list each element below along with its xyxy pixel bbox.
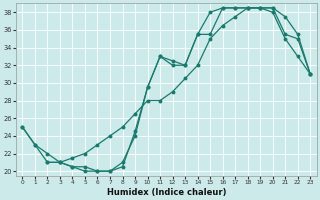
X-axis label: Humidex (Indice chaleur): Humidex (Indice chaleur) [107, 188, 226, 197]
